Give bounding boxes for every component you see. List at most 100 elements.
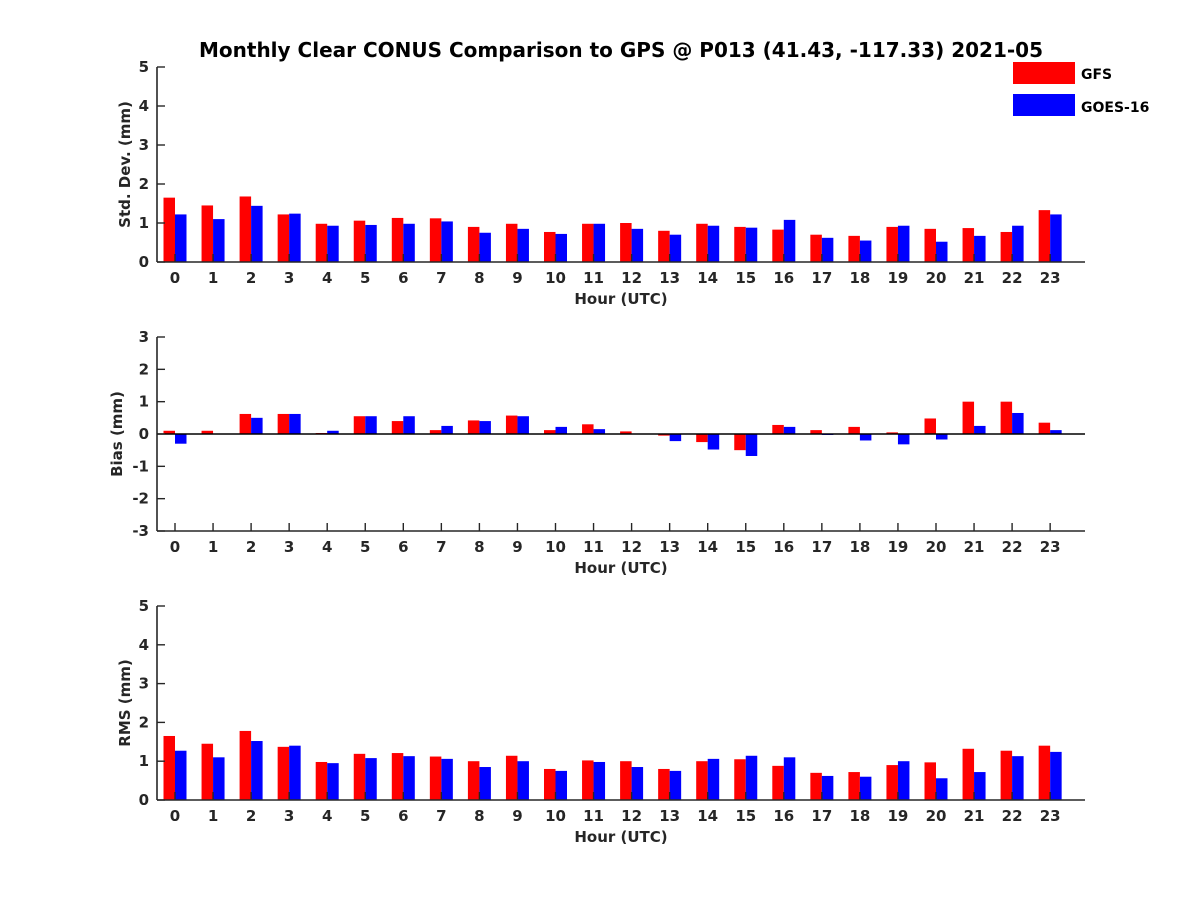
legend-label-goes16: GOES-16: [1081, 100, 1149, 116]
bar-goes-16-hour-19: [897, 761, 910, 800]
bar-gfs-hour-6: [391, 421, 404, 434]
y-tick-label: -2: [132, 490, 149, 508]
x-tick-label: 1: [208, 269, 218, 287]
bar-gfs-hour-8: [467, 420, 480, 434]
bar-gfs-hour-11: [582, 760, 594, 800]
bar-goes-16-hour-6: [403, 756, 415, 800]
x-tick-label: 16: [773, 269, 794, 287]
x-tick-label: 23: [1040, 807, 1061, 825]
x-tick-label: 3: [284, 807, 294, 825]
bar-goes-16-hour-14: [707, 225, 720, 262]
bar-gfs-hour-11: [582, 223, 594, 262]
bar-goes-16-hour-6: [403, 416, 415, 434]
bar-gfs-hour-8: [467, 761, 480, 800]
x-tick-label: 5: [360, 538, 370, 556]
bar-gfs-hour-15: [734, 226, 746, 262]
bar-goes-16-hour-10: [555, 426, 567, 434]
x-tick-label: 11: [583, 269, 604, 287]
bar-goes-16-hour-0: [175, 750, 187, 800]
x-tick-label: 9: [512, 538, 522, 556]
bar-gfs-hour-1: [201, 743, 214, 800]
x-axis-label: Hour (UTC): [574, 290, 667, 308]
y-tick-label: -3: [132, 522, 149, 540]
bar-gfs-hour-18: [848, 426, 860, 434]
bar-gfs-hour-11: [582, 424, 594, 434]
bar-gfs-hour-21: [962, 401, 975, 434]
x-tick-label: 14: [697, 807, 718, 825]
bar-goes-16-hour-2: [251, 205, 263, 262]
x-tick-label: 20: [926, 807, 947, 825]
bar-gfs-hour-0: [163, 197, 175, 262]
bar-goes-16-hour-20: [936, 241, 948, 262]
x-tick-label: 2: [246, 538, 256, 556]
x-axis-label: Hour (UTC): [574, 828, 667, 846]
bar-gfs-hour-5: [353, 220, 366, 262]
x-tick-label: 20: [926, 269, 947, 287]
x-tick-label: 22: [1002, 538, 1023, 556]
bar-goes-16-hour-18: [859, 434, 872, 441]
x-tick-label: 22: [1002, 269, 1023, 287]
bar-gfs-hour-5: [353, 753, 366, 800]
bar-gfs-hour-19: [886, 432, 898, 434]
bar-gfs-hour-10: [544, 430, 556, 434]
y-tick-label: 3: [139, 136, 149, 154]
x-tick-label: 12: [621, 538, 642, 556]
x-tick-label: 11: [583, 538, 604, 556]
bar-goes-16-hour-0: [175, 434, 187, 444]
y-tick-label: -1: [132, 457, 149, 475]
bar-gfs-hour-17: [810, 772, 822, 800]
x-tick-label: 13: [659, 807, 680, 825]
bar-gfs-hour-9: [505, 415, 518, 434]
x-tick-label: 17: [811, 269, 832, 287]
bar-gfs-hour-12: [620, 761, 632, 800]
bar-gfs-hour-7: [429, 218, 442, 262]
bar-goes-16-hour-13: [669, 234, 682, 262]
x-tick-label: 6: [398, 538, 408, 556]
x-tick-label: 1: [208, 807, 218, 825]
bar-goes-16-hour-11: [593, 223, 606, 262]
bar-goes-16-hour-17: [821, 237, 834, 262]
bar-gfs-hour-21: [962, 748, 975, 800]
bar-gfs-hour-22: [1000, 401, 1013, 434]
bar-goes-16-hour-19: [897, 225, 910, 262]
x-tick-label: 18: [849, 538, 870, 556]
y-tick-label: 1: [139, 752, 149, 770]
bar-gfs-hour-17: [810, 234, 822, 262]
x-tick-label: 12: [621, 269, 642, 287]
legend: GFS GOES-16: [1013, 62, 1149, 116]
y-tick-label: 2: [139, 175, 149, 193]
bar-gfs-hour-13: [658, 230, 670, 262]
x-tick-label: 15: [735, 269, 756, 287]
bar-goes-16-hour-4: [327, 763, 339, 800]
bar-gfs-hour-17: [810, 430, 822, 434]
bar-goes-16-hour-17: [821, 775, 834, 800]
bar-goes-16-hour-13: [669, 434, 682, 442]
x-tick-label: 6: [398, 807, 408, 825]
bar-goes-16-hour-21: [974, 425, 986, 434]
bar-gfs-hour-2: [239, 413, 252, 434]
x-tick-label: 22: [1002, 807, 1023, 825]
x-tick-label: 20: [926, 538, 947, 556]
y-tick-label: 1: [139, 214, 149, 232]
bar-goes-16-hour-10: [555, 770, 567, 800]
bar-gfs-hour-9: [505, 755, 518, 800]
bar-gfs-hour-1: [201, 205, 214, 262]
bar-gfs-hour-8: [467, 226, 480, 262]
bar-goes-16-hour-9: [517, 228, 529, 262]
x-tick-label: 15: [735, 538, 756, 556]
bar-goes-16-hour-21: [974, 235, 986, 262]
bar-gfs-hour-16: [772, 765, 784, 800]
y-tick-label: 4: [139, 636, 149, 654]
bar-gfs-hour-4: [315, 761, 328, 800]
bar-gfs-hour-12: [620, 431, 632, 434]
x-tick-label: 6: [398, 269, 408, 287]
bar-goes-16-hour-16: [783, 757, 796, 800]
y-tick-label: 1: [139, 393, 149, 411]
bar-gfs-hour-15: [734, 434, 746, 451]
bar-goes-16-hour-22: [1012, 756, 1024, 800]
x-tick-label: 4: [322, 538, 332, 556]
bar-goes-16-hour-22: [1012, 412, 1024, 434]
x-tick-label: 5: [360, 807, 370, 825]
